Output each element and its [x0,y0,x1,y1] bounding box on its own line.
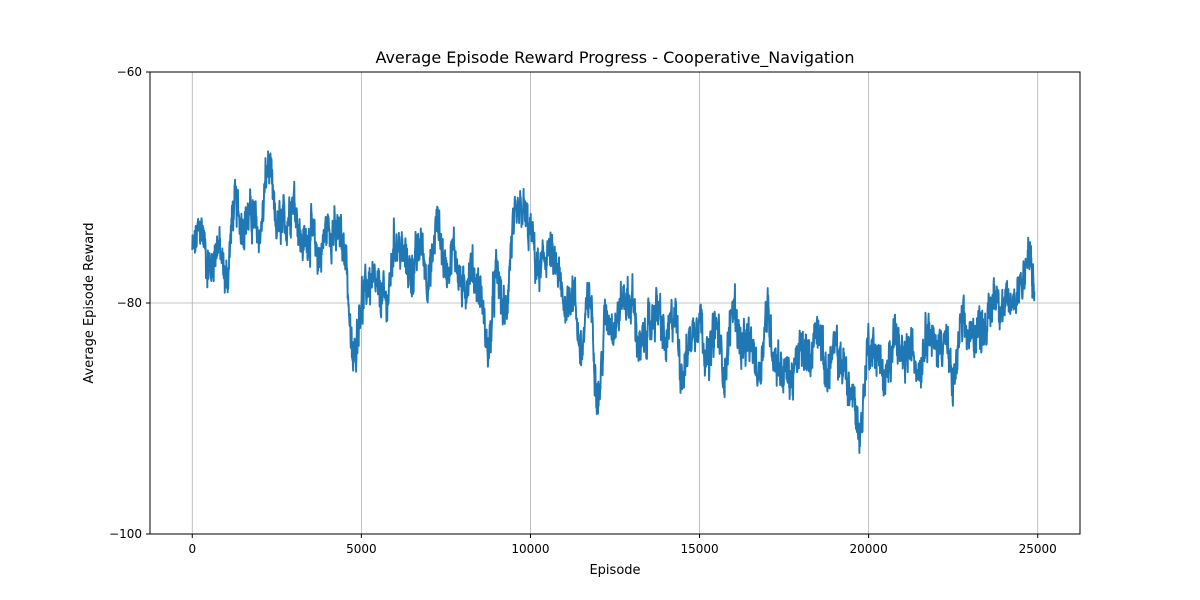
x-tick-label: 5000 [346,542,377,556]
series-line [191,150,1036,454]
grid [150,71,1080,535]
x-axis: 0 5000 10000 15000 20000 25000 [188,534,1057,556]
y-tick-label: −100 [109,527,142,541]
data-layer [191,150,1036,454]
x-tick-label: 25000 [1019,542,1057,556]
x-axis-title: Episode [589,563,640,578]
x-tick-label: 20000 [850,542,888,556]
y-tick-label: −60 [117,65,142,79]
y-axis-title: Average Episode Reward [82,222,97,383]
x-tick-label: 10000 [511,542,549,556]
x-tick-label: 0 [188,542,196,556]
y-tick-label: −80 [117,296,142,310]
y-axis: −100 −80 −60 [109,65,150,541]
chart-title: Average Episode Reward Progress - Cooper… [375,48,854,68]
x-tick-label: 15000 [680,542,718,556]
